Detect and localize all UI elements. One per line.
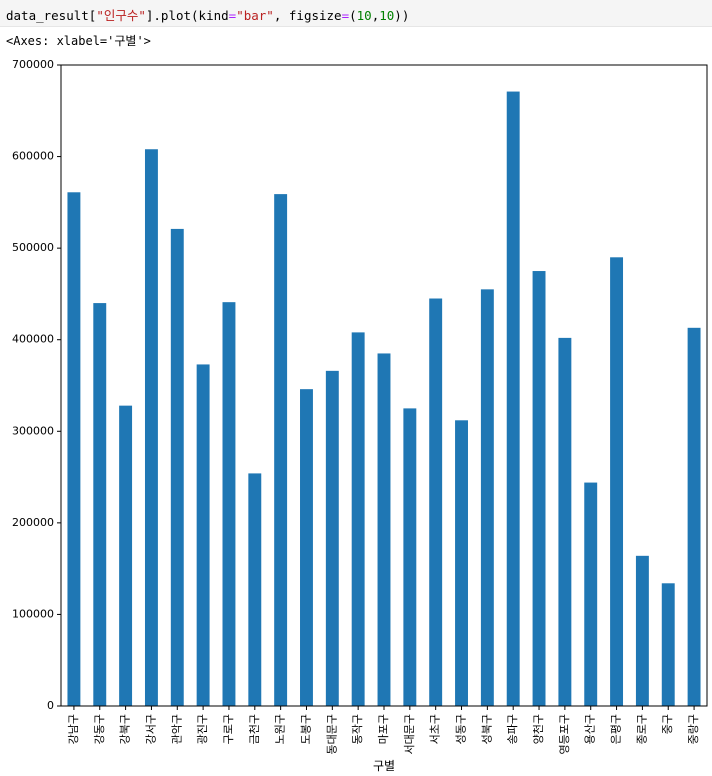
x-tick-label: 구로구 <box>222 714 235 744</box>
y-tick-label: 100000 <box>12 607 54 620</box>
bar <box>584 482 598 706</box>
bar <box>144 149 158 706</box>
y-tick-label: 500000 <box>12 241 54 254</box>
bar <box>687 327 701 706</box>
code-token-operator: = <box>341 8 350 23</box>
code-token: )) <box>394 8 410 23</box>
x-tick-label: 금천구 <box>247 714 261 744</box>
cell-output-repr: <Axes: xlabel='구별'> <box>6 34 151 48</box>
code-token: data_result[ <box>6 8 97 23</box>
bar <box>377 353 391 706</box>
bar <box>558 337 572 706</box>
x-tick-label: 관악구 <box>170 714 183 744</box>
bar <box>455 420 468 706</box>
bar <box>274 194 288 706</box>
code-token-string: "bar" <box>236 8 274 23</box>
y-tick-label: 600000 <box>12 150 54 163</box>
bar <box>300 389 313 706</box>
x-tick-label: 강남구 <box>67 714 80 744</box>
bar <box>119 405 133 706</box>
y-tick-label: 200000 <box>12 516 54 529</box>
bar <box>635 555 649 706</box>
bar <box>93 303 107 706</box>
bar <box>429 298 443 706</box>
code-token: , <box>371 8 380 23</box>
y-tick-label: 400000 <box>12 333 54 346</box>
x-tick-label: 용산구 <box>584 714 597 744</box>
bar <box>661 583 675 706</box>
code-token: ( <box>349 8 357 23</box>
x-tick-label: 노원구 <box>274 714 287 744</box>
y-tick-label: 0 <box>47 699 54 712</box>
x-tick-label: 중랑구 <box>687 714 700 744</box>
code-token-number: 10 <box>356 8 372 23</box>
code-token: , figsize <box>273 8 342 23</box>
x-tick-label: 성북구 <box>480 714 493 744</box>
bar <box>67 192 81 706</box>
x-tick-label: 동대문구 <box>325 714 338 754</box>
x-tick-label: 마포구 <box>377 714 390 744</box>
bar <box>325 370 339 706</box>
bar <box>506 91 520 706</box>
bar <box>222 302 236 706</box>
y-axis: 0 100000 200000 300000 400000 500000 600000 700… <box>12 58 61 712</box>
x-tick-label: 송파구 <box>506 714 519 744</box>
x-tick-label: 동작구 <box>351 714 364 744</box>
bar <box>532 271 546 706</box>
x-tick-label: 광진구 <box>196 714 209 744</box>
code-token-operator: = <box>228 8 237 23</box>
x-axis: 강남구 강동구 강북구 강서구 관악구 광진구 구로구 금천구 노원구 도봉구 동대문구 동작구 마포구… <box>67 706 700 754</box>
axes-frame <box>60 64 708 707</box>
x-tick-label: 강북구 <box>119 714 132 744</box>
x-tick-label: 은평구 <box>610 714 623 744</box>
code-cell-input[interactable]: data_result["인구수"].plot(kind="bar", figs… <box>0 0 712 27</box>
bar <box>170 228 184 707</box>
x-tick-label: 성동구 <box>455 714 468 744</box>
x-tick-label: 서초구 <box>429 714 442 744</box>
x-axis-label: 구별 <box>373 759 395 773</box>
y-tick-label: 300000 <box>12 424 54 437</box>
x-tick-label: 도봉구 <box>299 714 312 744</box>
bar <box>248 473 262 706</box>
bar <box>610 257 624 706</box>
bar <box>480 289 494 706</box>
code-token-string: "인구수" <box>96 8 146 23</box>
x-tick-label: 양천구 <box>531 714 545 744</box>
x-tick-label: 강동구 <box>93 714 106 744</box>
bar <box>403 408 417 706</box>
code-token: ].plot(kind <box>145 8 229 23</box>
bars-layer <box>67 91 701 707</box>
y-tick-label: 700000 <box>12 58 54 71</box>
x-tick-label: 종로구 <box>635 714 648 744</box>
x-tick-label: 영등포구 <box>558 714 571 754</box>
bar <box>196 364 210 706</box>
x-tick-label: 강서구 <box>144 714 157 744</box>
bar <box>351 332 365 706</box>
x-tick-label: 서대문구 <box>403 714 416 754</box>
code-token-number: 10 <box>379 8 395 23</box>
x-tick-label: 중구 <box>661 714 674 734</box>
